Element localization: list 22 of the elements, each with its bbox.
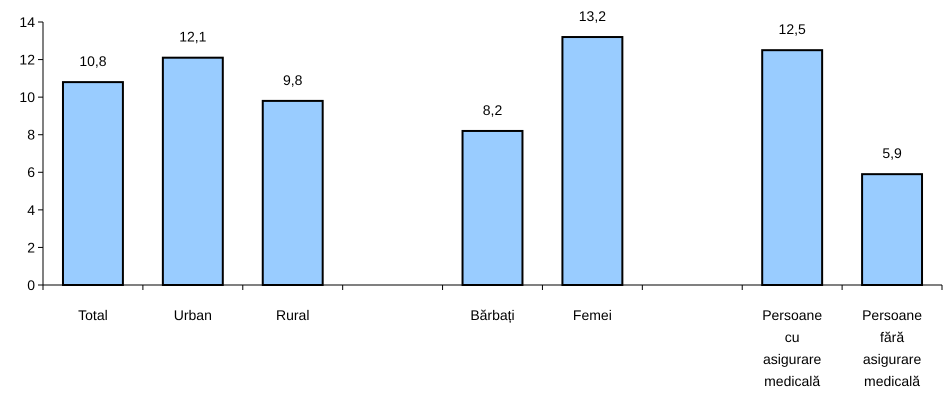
x-tick-label: Urban — [174, 307, 212, 323]
data-label: 9,8 — [282, 72, 303, 88]
data-label: 10,8 — [79, 53, 107, 70]
x-tick-label: Persoane fără asigurare medicală — [862, 307, 922, 389]
y-tick-label: 8 — [27, 126, 36, 143]
x-tick-label: Rural — [276, 307, 310, 323]
x-tick-label: Femei — [572, 307, 612, 323]
y-tick-label: 4 — [27, 202, 36, 218]
data-label: 8,2 — [482, 102, 502, 118]
x-tick-label: Persoane cu asigurare medicală — [762, 307, 822, 389]
y-tick-label: 6 — [27, 164, 36, 180]
data-label: 12,5 — [778, 21, 806, 38]
y-tick-label: 12 — [19, 51, 36, 68]
y-tick-label: 0 — [27, 276, 36, 293]
data-label: 5,9 — [882, 145, 902, 162]
y-tick-label: 10 — [19, 89, 36, 106]
x-tick-label: Bărbați — [470, 307, 515, 323]
x-tick-label: Total — [78, 307, 108, 323]
data-label: 12,1 — [179, 28, 207, 45]
y-tick-label: 14 — [19, 14, 36, 30]
y-tick-label: 2 — [27, 239, 36, 256]
data-label: 13,2 — [578, 8, 606, 24]
